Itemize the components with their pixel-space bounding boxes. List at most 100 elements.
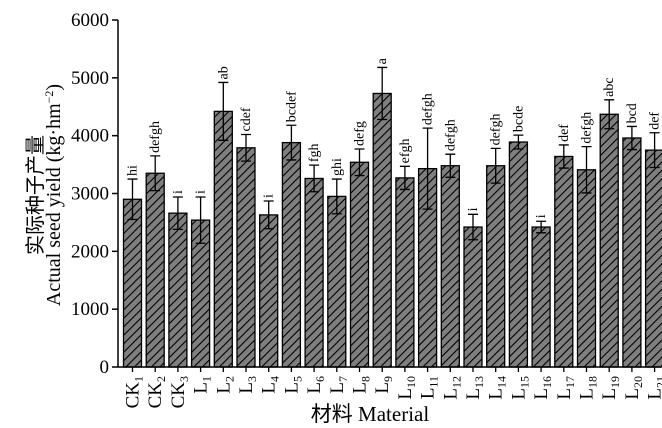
error-bar	[422, 127, 433, 210]
x-category-label: CK2	[145, 376, 168, 408]
significance-label: ab	[216, 66, 231, 79]
bar-l18	[576, 169, 597, 368]
significance-label: a	[375, 57, 390, 64]
x-category-label: L1	[191, 376, 214, 394]
significance-label: def	[557, 124, 572, 142]
bar-ck1	[122, 198, 143, 368]
error-bar	[263, 200, 274, 230]
y-axis-label-en: Actual seed yield (kg·hm−2)	[42, 84, 65, 306]
error-bar	[649, 132, 660, 169]
significance-label: defgh	[443, 119, 458, 151]
significance-label: cdef	[239, 107, 254, 131]
significance-label: defg	[353, 121, 368, 146]
error-bar	[127, 178, 138, 221]
x-axis-title: 材料 Material	[311, 402, 430, 426]
error-bar	[377, 66, 388, 121]
bar-l5	[281, 141, 302, 368]
x-category-label: L9	[372, 376, 395, 394]
bar-ck2	[145, 172, 165, 368]
x-category-label: L12	[440, 376, 463, 400]
error-bar	[604, 99, 615, 130]
bar-l13	[463, 226, 483, 368]
error-bar	[536, 220, 547, 234]
bar-l15	[508, 141, 529, 368]
x-category-label: L16	[531, 376, 554, 400]
error-bar	[445, 153, 456, 178]
y-tick-label: 3000	[71, 184, 109, 205]
bar-l20	[622, 137, 642, 368]
bar-l17	[554, 155, 574, 368]
error-bar	[309, 164, 320, 193]
significance-label: i	[194, 190, 209, 194]
error-bar	[172, 196, 183, 231]
bar-l2	[213, 110, 233, 368]
bar-l6	[304, 177, 324, 368]
bars-group	[122, 92, 662, 368]
error-bar	[626, 125, 637, 151]
x-category-label: L15	[508, 376, 531, 400]
y-tick-label: 4000	[71, 126, 109, 147]
x-category-label: L17	[554, 376, 577, 400]
error-bar	[490, 147, 501, 184]
x-category-label: L20	[622, 376, 645, 400]
significance-label: defgh	[421, 93, 436, 125]
bar-l16	[531, 226, 551, 368]
error-bars-group	[127, 66, 660, 244]
x-category-label: L21	[645, 376, 662, 400]
x-category-label: CK1	[123, 376, 146, 408]
significance-label: bcde	[511, 106, 526, 132]
bar-l9	[372, 92, 392, 368]
significance-label: i	[262, 194, 277, 198]
significance-label: abc	[602, 77, 617, 96]
error-bar	[581, 146, 592, 194]
x-category-labels-group: CK1CK2CK3L1L2L3L4L5L6L7L8L9L10L11L12L13L…	[123, 367, 662, 408]
bar-l19	[599, 113, 619, 368]
error-bar	[150, 155, 161, 192]
significance-label: def	[648, 112, 662, 130]
bar-l3	[236, 147, 256, 368]
error-bar	[286, 124, 297, 161]
significance-label: efgh	[398, 138, 413, 163]
x-category-label: L14	[486, 376, 509, 400]
bar-l12	[440, 165, 460, 368]
bar-l21	[644, 149, 662, 368]
error-bar	[195, 196, 206, 244]
bar-l4	[259, 214, 279, 368]
x-category-label: L5	[281, 376, 304, 394]
bar-l7	[327, 195, 347, 368]
error-bar	[241, 133, 251, 162]
error-bar	[218, 81, 229, 141]
x-category-label: L11	[418, 376, 441, 399]
significance-label: ghi	[330, 158, 345, 176]
error-bar	[468, 213, 478, 241]
significance-label: defgh	[148, 121, 163, 153]
y-tick-label: 1000	[71, 299, 109, 320]
significance-label: i	[466, 207, 481, 211]
x-category-label: L10	[395, 376, 418, 400]
bar-ck3	[168, 212, 188, 368]
x-category-label: L13	[463, 376, 486, 400]
error-bar	[399, 165, 410, 191]
significance-label: bcdef	[284, 91, 299, 122]
y-tick-label: 5000	[71, 68, 109, 89]
significance-label: i	[534, 214, 549, 218]
x-category-label: L18	[577, 376, 600, 400]
bar-l14	[486, 165, 506, 368]
x-category-label: L6	[304, 376, 327, 394]
x-category-label: L3	[236, 376, 259, 394]
error-bar	[331, 178, 342, 215]
y-ticks-group: 0 1000 2000 3000 4000 5000 6000	[71, 10, 118, 378]
x-category-label: L19	[599, 376, 622, 400]
x-category-label: L8	[350, 376, 373, 394]
y-tick-label: 0	[100, 357, 110, 378]
significance-label: bcd	[625, 103, 640, 123]
significance-label: hi	[126, 165, 141, 176]
x-category-label: L4	[259, 376, 282, 394]
y-tick-label: 2000	[71, 241, 109, 262]
y-axis-label-cn: 实际种子产量	[24, 135, 47, 255]
bar-l8	[349, 161, 370, 368]
significance-label: defgh	[489, 113, 504, 145]
x-category-label: L7	[327, 376, 350, 394]
